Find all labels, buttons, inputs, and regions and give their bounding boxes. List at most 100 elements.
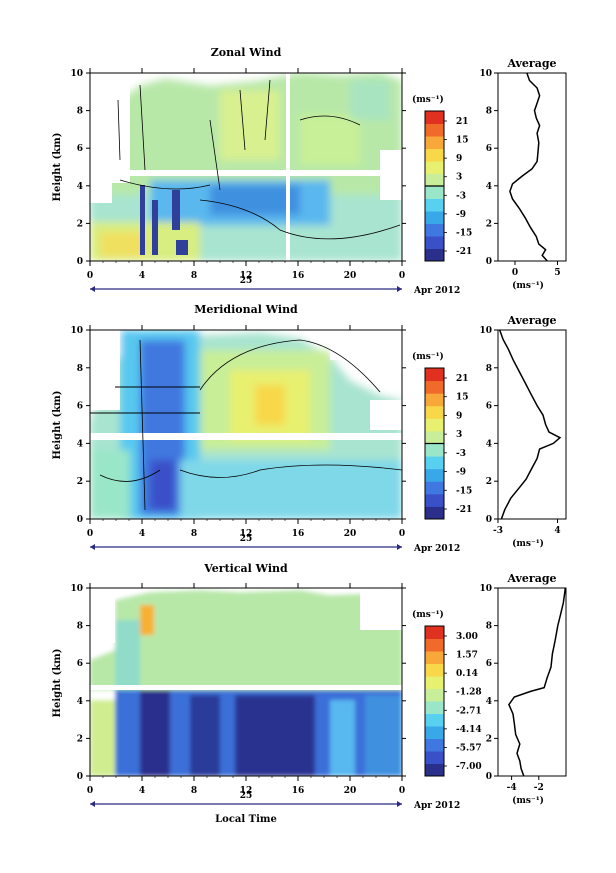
vertical-average-frame: [497, 587, 567, 777]
vertical-colorbar-bin: [425, 651, 444, 664]
vertical-y-tick-label: 2: [77, 734, 83, 744]
zonal-y-tick-label: 0: [77, 257, 83, 267]
meridional-colorbar-tick-label: 21: [456, 374, 469, 384]
zonal-x-tick-label: 8: [191, 271, 197, 281]
zonal-average-x-label: (ms⁻¹): [512, 280, 544, 291]
zonal-average-y-tick-label: 4: [486, 182, 492, 192]
vertical-x-tick-label: 8: [191, 786, 197, 796]
vertical-x-tick-label: 0: [87, 786, 93, 796]
vertical-y-tick-label: 10: [70, 584, 83, 594]
zonal-colorbar-bin: [425, 186, 444, 199]
vertical-average-y-tick-label: 8: [486, 622, 492, 632]
meridional-x-tick-label: 20: [344, 529, 357, 539]
vertical-x-label: Local Time: [215, 814, 277, 825]
zonal-colorbar-bin: [425, 148, 444, 162]
vertical-x-tick-label: 16: [292, 786, 305, 796]
vertical-colorbar-bin: [425, 738, 444, 752]
meridional-colorbar-bin: [425, 405, 444, 419]
vertical-colorbar-bin: [425, 626, 444, 639]
zonal-date-day: 25: [240, 276, 253, 286]
meridional-colorbar-bin: [425, 418, 444, 432]
meridional-colorbar-tick-label: 15: [456, 393, 469, 403]
zonal-average-panel: Average 0 2 4 6 8 10 0 5 (ms⁻¹): [479, 57, 567, 291]
vertical-y-tick-label: 6: [77, 659, 83, 669]
vertical-colorbar-bin: [425, 701, 444, 714]
vertical-average-title: Average: [506, 572, 556, 585]
meridional-colorbar-tick-label: -21: [456, 505, 472, 515]
vertical-colorbar-bin: [425, 676, 444, 689]
meridional-colorbar-tick-label: 9: [456, 411, 462, 421]
vertical-average-y-tick-label: 10: [479, 584, 492, 594]
meridional-x-tick-label: 16: [292, 529, 305, 539]
meridional-colorbar-bin: [425, 506, 444, 520]
vertical-colorbar-tick-label: -2.71: [456, 706, 482, 716]
meridional-average-panel: Average 0 2 4 6 8 10 -3 4 (ms⁻¹): [479, 314, 567, 549]
zonal-average-x-tick-label: 0: [512, 268, 518, 278]
vertical-colorbar-bin: [425, 688, 444, 702]
meridional-y-tick-label: 2: [77, 477, 83, 487]
zonal-colorbar-bin: [425, 198, 444, 212]
vertical-colorbar-tick-label: -1.28: [456, 688, 482, 698]
zonal-colorbar-tick-label: 9: [456, 154, 462, 164]
meridional-axes: 0 2 4 6 8 10 0 4 8 12 16 20 0: [70, 325, 406, 550]
meridional-colorbar-bin: [425, 468, 444, 482]
meridional-average-frame: [497, 329, 567, 520]
meridional-colorbar-bin: [425, 393, 444, 407]
zonal-x-tick-label: 12: [240, 271, 253, 281]
meridional-colorbar-tick-label: 3: [456, 430, 462, 440]
zonal-x-tick-label: 4: [139, 271, 145, 281]
zonal-average-y-tick-label: 6: [486, 144, 492, 154]
vertical-colorbar-tick-label: 1.57: [456, 651, 478, 661]
vertical-y-label: Height (km): [52, 649, 63, 718]
meridional-y-tick-label: 10: [70, 326, 83, 336]
zonal-colorbar-bin: [425, 111, 444, 124]
meridional-colorbar-tick-label: -9: [456, 468, 466, 478]
vertical-date-day: 25: [240, 791, 253, 801]
meridional-average-x-tick-label: 4: [554, 526, 560, 536]
meridional-colorbar-bin: [425, 380, 444, 394]
zonal-date-month: Apr 2012: [413, 286, 460, 296]
meridional-date-day: 25: [240, 534, 253, 544]
vertical-colorbar-tick-label: -7.00: [456, 762, 482, 772]
meridional-colorbar-bin: [425, 368, 444, 382]
meridional-average-y-tick-label: 4: [486, 439, 492, 449]
vertical-colorbar-tick-label: 0.14: [456, 669, 478, 679]
zonal-x-tick-label: 16: [292, 271, 305, 281]
zonal-colorbar-bin: [425, 248, 444, 262]
meridional-x-tick-label: 8: [191, 529, 197, 539]
zonal-title: Zonal Wind: [211, 46, 282, 59]
meridional-title: Meridional Wind: [194, 303, 298, 316]
vertical-colorbar-bin: [425, 663, 444, 677]
zonal-colorbar-tick-label: 3: [456, 173, 462, 183]
vertical-x-tick-label: 4: [139, 786, 145, 796]
zonal-colorbar-bin: [425, 173, 444, 187]
zonal-y-tick-label: 8: [77, 107, 83, 117]
vertical-average-y-tick-label: 6: [486, 659, 492, 669]
vertical-colorbar-bin: [425, 751, 444, 764]
meridional-average-x-tick-label: -3: [493, 526, 503, 536]
zonal-average-y-tick-label: 8: [486, 107, 492, 117]
zonal-field: [90, 73, 402, 261]
meridional-y-tick-label: 0: [77, 515, 83, 525]
zonal-y-tick-label: 6: [77, 144, 83, 154]
meridional-average-y-tick-label: 10: [479, 326, 492, 336]
zonal-y-label: Height (km): [52, 133, 63, 202]
meridional-x-tick-label: 12: [240, 529, 253, 539]
vertical-colorbar-frame: [424, 625, 445, 777]
meridional-colorbar-bin: [425, 443, 444, 457]
zonal-y-tick-label: 10: [70, 69, 83, 79]
zonal-y-tick-label: 2: [77, 219, 83, 229]
meridional-y-tick-label: 8: [77, 364, 83, 374]
meridional-colorbar: 21 15 9 3 -3 -9 -15 -21: [424, 367, 472, 520]
vertical-colorbar-tick-label: -4.14: [456, 725, 482, 735]
vertical-average-y-tick-label: 4: [486, 697, 492, 707]
zonal-average-y-tick-label: 2: [486, 219, 492, 229]
meridional-colorbar-tick-label: -15: [456, 486, 472, 496]
zonal-x-tick-label: 20: [344, 271, 357, 281]
meridional-colorbar-bin: [425, 456, 444, 470]
vertical-y-tick-label: 0: [77, 772, 83, 782]
zonal-average-title: Average: [506, 57, 556, 70]
